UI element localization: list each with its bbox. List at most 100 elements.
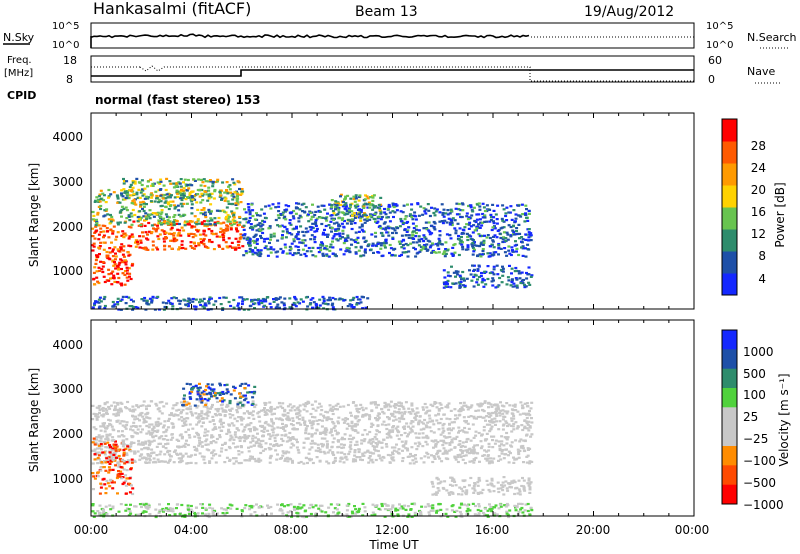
velocity-cell (196, 391, 200, 395)
velocity-cell (387, 418, 391, 421)
velocity-cell (271, 434, 275, 437)
power-cell (178, 246, 182, 249)
velocity-cell (145, 432, 149, 435)
power-cell (421, 245, 425, 248)
velocity-cell (445, 489, 449, 492)
velocity-cell (447, 402, 451, 405)
velocity-cell (446, 427, 450, 430)
power-cell (348, 209, 352, 212)
velocity-cell (463, 445, 467, 448)
power-cell (282, 217, 286, 220)
power-cell (129, 298, 133, 301)
velocity-cell (386, 453, 390, 457)
velocity-cell (518, 440, 522, 443)
velocity-cell (468, 452, 471, 455)
power-cell (338, 237, 342, 240)
velocity-cell (269, 443, 273, 446)
power-cell (529, 275, 533, 278)
velocity-cell (205, 413, 209, 416)
power-cell (297, 217, 301, 220)
power-cell (132, 198, 136, 201)
power-cell (446, 213, 450, 216)
power-cell (195, 228, 198, 231)
power-cell (309, 218, 313, 221)
velocity-cell (146, 453, 150, 456)
power-cell (328, 249, 332, 252)
velocity-cell (516, 492, 520, 495)
velocity-cell (228, 399, 232, 403)
power-cell (442, 215, 446, 218)
power-cell (203, 211, 207, 214)
power-cell (344, 238, 348, 241)
velocity-cell (393, 415, 397, 418)
velocity-cell (404, 442, 408, 445)
power-cell (417, 244, 421, 247)
velocity-cell (159, 450, 163, 453)
power-cell (460, 215, 464, 219)
power-cell (175, 184, 179, 187)
velocity-cell (125, 424, 129, 427)
power-cell (376, 220, 380, 223)
power-cell (374, 235, 378, 238)
power-cell (165, 302, 168, 305)
power-cell (326, 212, 329, 215)
velocity-cell (130, 458, 134, 461)
velocity-cell (141, 415, 145, 418)
power-cell (93, 303, 96, 307)
power-cell (204, 190, 208, 193)
velocity-cell (128, 408, 132, 411)
velocity-cell (228, 402, 232, 405)
velocity-cell (286, 436, 290, 439)
power-cell (200, 300, 204, 303)
velocity-cell (225, 403, 229, 406)
power-cell (145, 300, 149, 304)
power-cell (479, 241, 483, 244)
power-cell (109, 213, 112, 217)
velocity-cell (234, 435, 238, 439)
velocity-cell (200, 455, 204, 458)
power-cell (244, 211, 248, 214)
velocity-cell (261, 449, 265, 452)
power-cell (507, 245, 511, 248)
velocity-cell (220, 423, 223, 426)
power-cell (133, 182, 137, 185)
velocity-cell (430, 439, 434, 442)
power-cell (527, 266, 531, 269)
power-cell (414, 248, 417, 251)
velocity-cell (487, 413, 491, 416)
velocity-cell (507, 461, 511, 464)
power-cell (162, 217, 166, 220)
velocity-cell (428, 426, 432, 429)
power-cell (139, 241, 143, 244)
power-cell (254, 246, 257, 249)
power-cell (120, 205, 124, 208)
velocity-cell (139, 431, 143, 434)
velocity-cell (140, 448, 144, 451)
velocity-cell (322, 416, 326, 419)
velocity-cell (361, 452, 365, 455)
power-cell (296, 245, 300, 249)
velocity-cell (279, 426, 283, 429)
power-cell (505, 283, 509, 286)
power-cell (293, 303, 297, 306)
power-cell (173, 207, 177, 210)
velocity-cell (292, 427, 296, 430)
power-cell (491, 240, 495, 243)
velocity-cell (432, 423, 436, 426)
velocity-cell (237, 453, 241, 456)
power-cell (134, 203, 138, 206)
velocity-cell (526, 482, 530, 485)
power-cell (363, 198, 367, 201)
power-cell (215, 209, 219, 212)
velocity-cell (297, 451, 301, 454)
power-cell (207, 208, 211, 211)
power-cell (118, 201, 122, 204)
power-cell (430, 224, 434, 228)
power-cell (465, 212, 469, 215)
power-cell (333, 253, 337, 256)
power-cell (133, 213, 137, 217)
velocity-cell (181, 409, 185, 412)
power-cell (450, 222, 454, 225)
power-cell (520, 236, 524, 239)
power-cell (146, 233, 149, 236)
